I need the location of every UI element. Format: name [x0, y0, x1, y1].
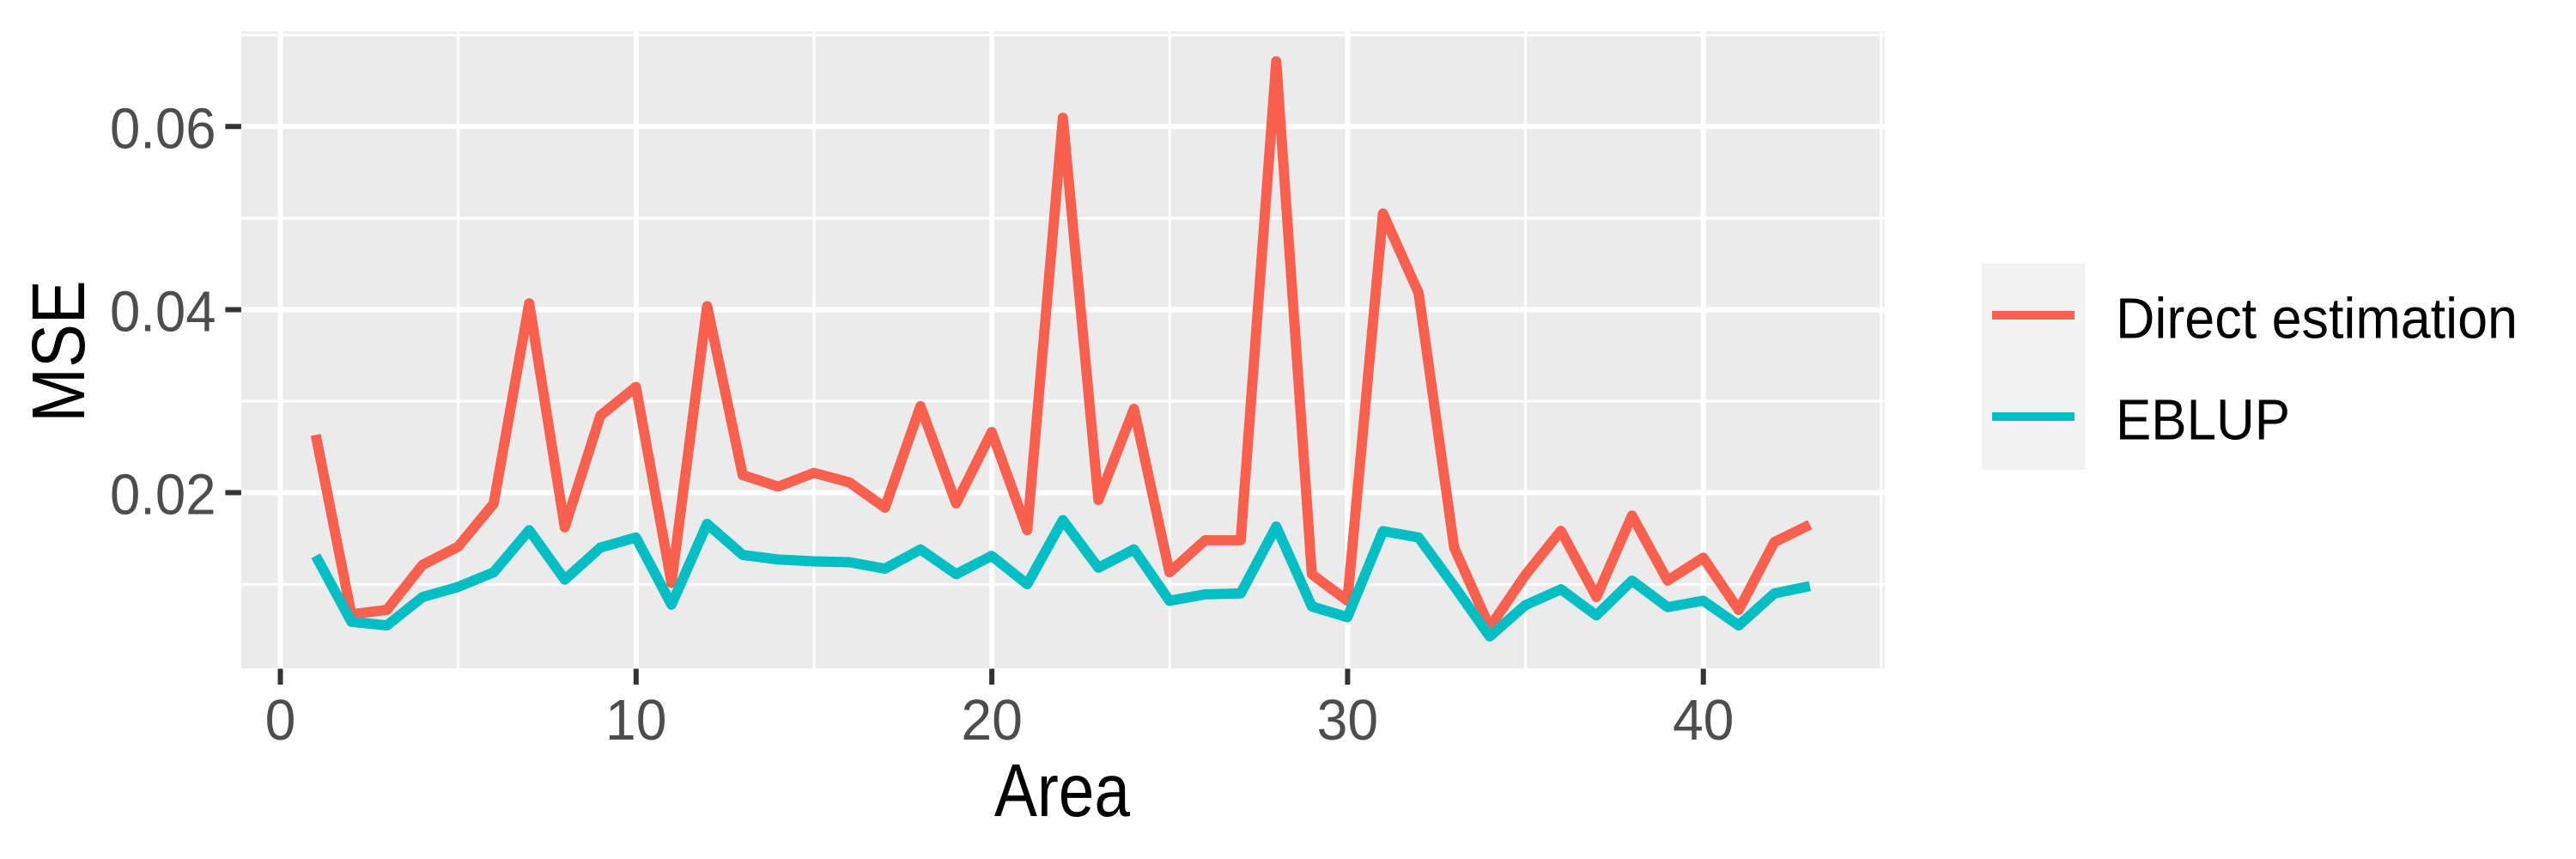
- svg-text:30: 30: [1317, 689, 1379, 752]
- svg-text:MSE: MSE: [17, 280, 100, 423]
- svg-text:EBLUP: EBLUP: [2116, 389, 2290, 453]
- svg-text:0.06: 0.06: [110, 97, 216, 161]
- svg-text:Area: Area: [994, 749, 1131, 832]
- svg-text:0: 0: [265, 689, 296, 752]
- svg-text:10: 10: [605, 689, 667, 752]
- svg-text:Direct estimation: Direct estimation: [2116, 288, 2518, 351]
- svg-text:40: 40: [1673, 689, 1735, 752]
- svg-text:20: 20: [961, 689, 1023, 752]
- svg-text:0.04: 0.04: [110, 281, 216, 344]
- svg-text:0.02: 0.02: [110, 464, 216, 527]
